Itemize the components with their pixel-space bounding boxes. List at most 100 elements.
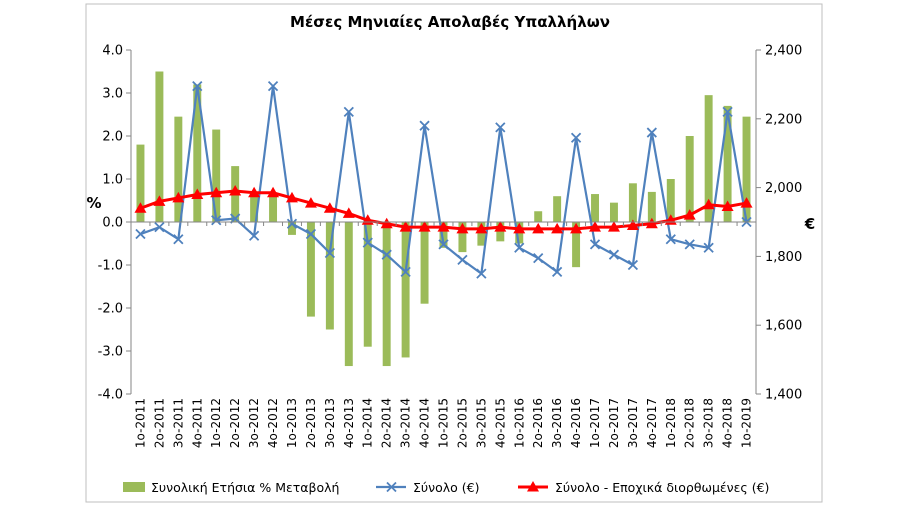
left-tick-label: -2.0 [98,302,123,317]
legend: Συνολική Ετήσια % Μεταβολή Σύνολο (€) Σύνο… [123,480,769,495]
x-tick-label: 3o-2016 [550,398,564,448]
bar-4o-2017 [647,191,656,222]
bar-1o-2012 [212,129,221,222]
sa-point-1o-2019 [740,197,753,208]
x-tick-label: 3o-2015 [474,398,488,448]
sa-point-3o-2011 [172,191,185,203]
right-axis-unit-label: € [804,215,815,233]
total-point-2o-2015 [457,254,468,265]
total-point-1o-2011 [135,228,146,240]
left-tick-label: 1.0 [102,173,123,188]
total-point-4o-2011 [192,80,203,92]
plot-area [134,71,753,367]
legend-label-bars: Συνολική Ετήσια % Μεταβολή [151,480,339,495]
bar-1o-2013 [288,222,296,235]
total-point-4o-2016 [570,132,582,143]
bar-3o-2014 [401,222,410,358]
total-point-1o-2015 [438,239,449,250]
total-point-1o-2016 [514,242,525,253]
axes: 4.0 3.0 2.0 1.0 0.0 -1.0 -2.0 -3.0 -4.0 2,400 2,20… [98,44,803,449]
bar-2o-2011 [155,71,164,222]
bar-2o-2017 [609,202,618,222]
right-tick-label: 1,600 [765,319,802,334]
left-tick-label: 0.0 [102,216,123,231]
total-point-3o-2012 [248,230,260,241]
bar-4o-2018 [723,105,732,222]
sa-point-3o-2014 [399,221,412,232]
left-tick-label: 3.0 [102,87,123,102]
bar-2o-2015 [458,222,467,253]
total-point-3o-2014 [400,266,411,278]
x-tick-label: 4o-2015 [493,398,507,448]
sa-point-4o-2014 [418,221,431,232]
x-tick-label: 3o-2013 [323,398,337,448]
sa-point-2o-2017 [607,221,620,232]
x-tick-label: 2o-2013 [304,398,318,448]
legend-swatch-bars [123,482,145,492]
bar-3o-2018 [704,95,713,222]
x-tick-label: 1o-2017 [588,398,602,448]
x-tick-label: 4o-2017 [645,398,659,448]
x-tick-label: 4o-2012 [266,398,280,448]
bar-1o-2011 [136,144,145,222]
bar-1o-2014 [363,222,372,347]
total-point-4o-2012 [267,80,279,92]
sa-point-2o-2011 [153,195,166,206]
bar-3o-2012 [250,191,259,222]
x-tick-label: 1o-2014 [361,398,375,448]
right-tick-label: 2,400 [765,44,802,59]
sa-point-4o-2012 [267,186,280,198]
x-tick-label: 2o-2015 [455,398,469,448]
x-tick-label: 2o-2017 [607,398,621,448]
x-tick-label: 4o-2016 [569,398,583,448]
legend-label-sa: Σύνολο - Εποχικά διορθωμένες (€) [555,480,769,495]
sa-point-1o-2013 [285,191,298,203]
sa-point-3o-2015 [475,222,488,234]
x-tick-label: 2o-2011 [152,398,166,448]
bar-3o-2013 [325,222,334,330]
sa-point-4o-2013 [342,207,355,218]
bar-3o-2011 [174,116,183,222]
sa-point-2o-2013 [304,197,317,208]
bar-4o-2015 [496,222,505,242]
sa-point-1o-2012 [210,186,223,198]
x-tick-label: 3o-2011 [171,398,185,448]
x-tick-label: 1o-2015 [437,398,451,448]
total-point-1o-2013 [286,218,298,229]
legend-marker-sa [527,481,539,492]
legend-marker-total [386,481,397,493]
left-tick-label: -3.0 [98,345,123,360]
x-tick-label: 1o-2016 [512,398,526,448]
sa-point-3o-2012 [248,186,261,198]
x-tick-label: 3o-2017 [626,398,640,448]
total-point-2o-2014 [381,249,392,260]
x-tick-label: 4o-2014 [418,398,432,448]
total-point-3o-2015 [476,268,487,279]
sa-point-1o-2016 [513,222,526,234]
x-tick-label: 3o-2018 [702,398,716,448]
left-tick-label: 4.0 [102,44,123,59]
sa-point-1o-2015 [437,221,450,232]
total-point-1o-2012 [211,215,222,226]
sa-point-4o-2018 [721,200,734,212]
x-tick-label: 4o-2011 [190,398,204,448]
x-tick-label: 2o-2016 [531,398,545,448]
left-tick-label: -1.0 [98,259,123,274]
sa-point-1o-2017 [589,221,602,232]
sa-point-3o-2018 [702,198,715,210]
x-tick-label: 1o-2018 [664,398,678,448]
total-point-4o-2018 [722,106,733,118]
total-point-3o-2017 [627,259,639,271]
bar-4o-2011 [193,84,202,223]
bar-1o-2018 [666,179,675,222]
x-tick-label: 1o-2013 [285,398,299,448]
sa-point-2o-2014 [380,217,393,229]
bar-4o-2012 [269,196,278,222]
bar-1o-2017 [591,194,599,222]
total-point-2o-2011 [154,222,165,233]
bar-3o-2016 [553,196,562,222]
bar-3o-2017 [628,183,637,222]
total-point-4o-2017 [646,127,657,138]
